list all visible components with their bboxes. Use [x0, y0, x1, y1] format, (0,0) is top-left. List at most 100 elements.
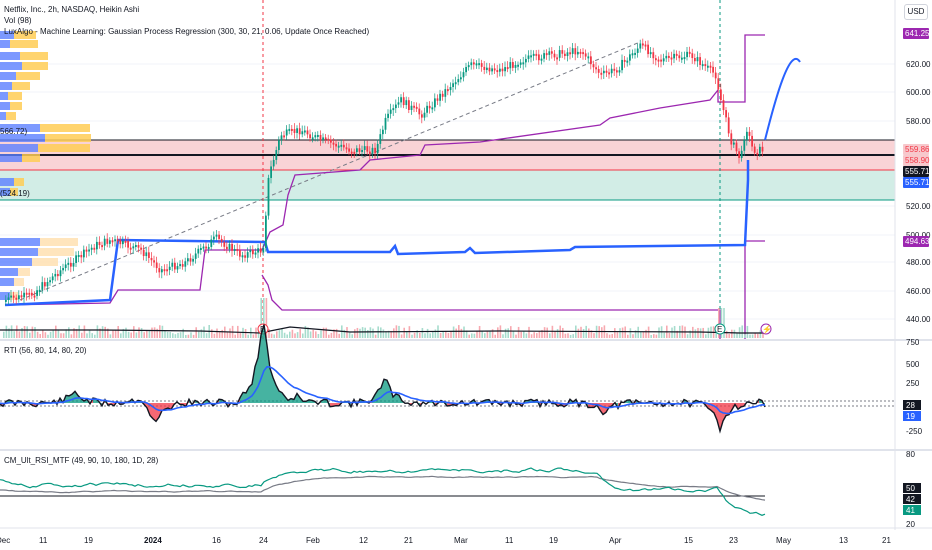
- volume-bar: [551, 325, 554, 338]
- currency-button[interactable]: USD: [904, 4, 928, 20]
- rsi-tag-41-text: 41: [906, 506, 915, 515]
- volume-bar: [211, 329, 213, 338]
- volume-bar: [650, 334, 652, 338]
- candle-body: [392, 108, 395, 111]
- rti-fill-seg: [261, 324, 264, 403]
- volume-bar: [387, 330, 390, 338]
- profile-bar-yellow: [40, 124, 90, 132]
- rti-fill-seg: [603, 403, 606, 415]
- x-tick-11: 19: [549, 536, 558, 545]
- volume-bar: [13, 331, 15, 338]
- x-tick-15: May: [776, 536, 791, 545]
- volume-bar: [400, 334, 403, 338]
- x-tick-6: Feb: [306, 536, 320, 545]
- x-tick-8: 21: [404, 536, 413, 545]
- rsi-title[interactable]: CM_Ult_RSI_MTF (49, 90, 10, 180, 1D, 28): [4, 456, 159, 465]
- volume-bar: [29, 332, 31, 338]
- candle-body: [374, 147, 376, 154]
- rti-axis[interactable]: 750 500 250 -250: [906, 338, 923, 436]
- candle-body: [161, 269, 163, 273]
- candle-body: [155, 262, 158, 269]
- profile-bar-blue: [0, 178, 14, 186]
- volume-bar: [65, 329, 67, 338]
- rti-axis-500: 500: [906, 360, 920, 369]
- profile-upper-label: 566.72): [0, 127, 27, 136]
- volume-bar: [286, 334, 288, 338]
- volume-bar: [528, 326, 530, 338]
- volume-bar: [75, 329, 78, 338]
- volume-bar: [367, 330, 369, 338]
- candle-body: [413, 105, 415, 108]
- volume-bar: [432, 331, 434, 338]
- candle-body: [101, 245, 103, 248]
- volume-bar: [658, 327, 660, 338]
- volume-bar: [91, 333, 93, 338]
- candle-body: [426, 105, 428, 113]
- candle-body: [720, 89, 722, 101]
- volume-indicator-title[interactable]: Vol (98): [4, 16, 32, 25]
- profile-bar-yellow: [40, 238, 78, 246]
- volume-bar: [348, 332, 351, 338]
- support-zone: [0, 170, 895, 200]
- volume-bar: [16, 325, 18, 338]
- profile-bar-yellow: [14, 278, 24, 286]
- volume-bar: [281, 328, 283, 338]
- main-price-axis[interactable]: 620.00 600.00 580.00 520.00 500.00 480.0…: [906, 60, 931, 324]
- rti-fill-seg: [729, 403, 732, 415]
- volume-bar: [614, 328, 616, 338]
- time-axis[interactable]: Dec 11 19 2024 16 24 Feb 12 21 Mar 11 19 Apr 15 23 May 1…: [0, 536, 891, 545]
- volume-bar: [510, 326, 512, 338]
- candle-body: [556, 57, 558, 60]
- tag-558-text: 558.90: [905, 156, 930, 165]
- candle-body: [80, 255, 83, 258]
- candle-body: [176, 266, 179, 270]
- volume-bar: [146, 330, 148, 338]
- candle-body: [231, 243, 233, 251]
- earnings-marker-2[interactable]: E: [714, 323, 726, 335]
- candle-body: [714, 72, 717, 79]
- candle-body: [314, 135, 317, 138]
- volume-bar: [694, 329, 697, 338]
- gpr-indicator-title[interactable]: LuxAlgo - Machine Learning: Gaussian Pro…: [4, 27, 369, 36]
- volume-bar: [484, 333, 486, 338]
- volume-bar: [452, 326, 455, 338]
- gp-line: [4, 160, 750, 307]
- candle-body: [189, 258, 192, 262]
- dividend-marker[interactable]: ⚡: [760, 323, 772, 335]
- volume-bar: [164, 330, 166, 338]
- symbol-title[interactable]: Netflix, Inc., 2h, NASDAQ, Heikin Ashi: [4, 5, 139, 14]
- volume-bar: [312, 329, 314, 338]
- rti-tag-28: 28: [903, 400, 921, 410]
- rti-title[interactable]: RTI (56, 80, 14, 80, 20): [4, 346, 87, 355]
- volume-bar: [278, 330, 281, 338]
- volume-bar: [705, 334, 707, 338]
- profile-bar-yellow: [14, 31, 36, 39]
- tag-559: 559.86: [903, 144, 930, 155]
- rsi-axis[interactable]: 80 20: [906, 450, 915, 529]
- candle-body: [202, 246, 205, 249]
- rsi-axis-20: 20: [906, 520, 915, 529]
- candle-body: [548, 51, 551, 55]
- volume-bar: [309, 331, 312, 338]
- volume-bar: [338, 333, 340, 338]
- rti-tag-28-text: 28: [906, 401, 915, 410]
- candle-body: [722, 100, 725, 111]
- candle-body: [753, 146, 756, 153]
- volume-bar: [442, 331, 444, 338]
- candle-body: [465, 66, 467, 73]
- volume-bar: [421, 327, 424, 338]
- candle-body: [512, 62, 514, 68]
- axis-460: 460.00: [906, 287, 931, 296]
- volume-bar: [749, 334, 751, 338]
- volume-bar: [213, 333, 216, 338]
- candle-body: [340, 144, 343, 147]
- profile-bar-blue: [0, 154, 22, 162]
- candle-body: [735, 142, 738, 152]
- candle-body: [148, 252, 150, 258]
- candle-body: [616, 70, 618, 73]
- volume-bar: [736, 332, 738, 338]
- volume-bar: [47, 334, 49, 338]
- candle-body: [241, 255, 244, 258]
- candle-body: [431, 107, 434, 110]
- candle-body: [483, 66, 486, 70]
